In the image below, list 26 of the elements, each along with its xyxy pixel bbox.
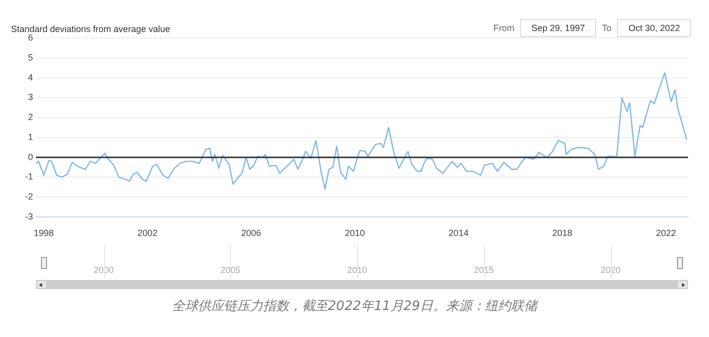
text: Sep 29, 1997 — [520, 19, 596, 37]
text: 全球供应链压力指数，截至2022年11月29日。来源：纽约联储 — [170, 298, 540, 315]
x-tick-label: 2002 — [137, 228, 158, 238]
x-tick-label: 2010 — [344, 228, 365, 238]
y-axis-title: Standard deviations from average value — [11, 24, 170, 34]
y-tick-label: 6 — [28, 32, 33, 42]
x-tick-label: 2018 — [552, 228, 572, 238]
y-tick-label: 2 — [28, 112, 33, 122]
y-tick-label: -3 — [24, 211, 33, 222]
y-tick-label: -2 — [24, 192, 33, 202]
x2-tick-label: 2010 — [347, 264, 368, 275]
y-tick-label: 3 — [28, 92, 33, 102]
y-tick-label: -1 — [24, 172, 33, 182]
x2-tick-label: 2005 — [220, 264, 240, 275]
y-tick-label: 1 — [28, 132, 33, 142]
x-tick-label: 2022 — [656, 228, 676, 238]
y-tick-label: 4 — [28, 72, 33, 82]
text: From — [493, 23, 514, 33]
y-tick-label: 5 — [28, 52, 33, 62]
y-tick-label: 0 — [28, 152, 33, 162]
x-tick-label: 1998 — [34, 228, 54, 238]
text: To — [602, 23, 612, 33]
x-tick-label: 2014 — [448, 228, 469, 238]
x2-tick-label: 2015 — [474, 264, 494, 275]
text: Oct 30, 2022 — [617, 19, 691, 37]
x-tick-label: 2006 — [241, 228, 262, 238]
